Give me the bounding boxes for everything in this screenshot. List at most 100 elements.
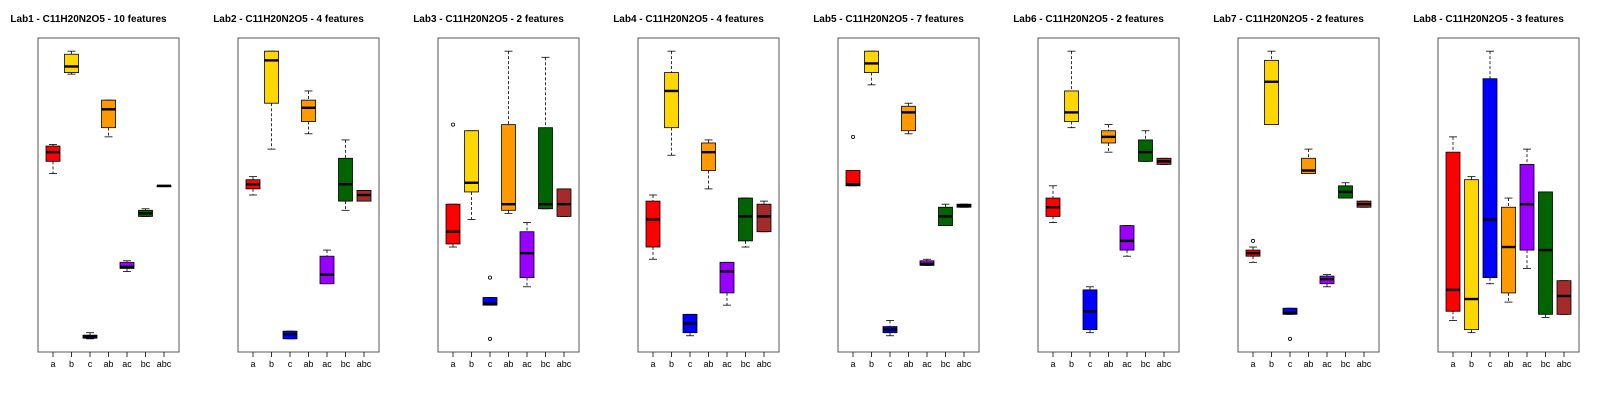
box-b [864, 50, 879, 86]
x-axis: a b c ab ac bc abc [1450, 352, 1572, 369]
box-ac [519, 222, 535, 288]
box-iqr [1464, 179, 1479, 331]
panel-title: Lab6 - C11H20N2O5 - 2 features [1013, 14, 1164, 25]
box-b [1264, 50, 1279, 126]
x-tick-label: b [1469, 359, 1474, 369]
box-ac [1119, 225, 1135, 257]
box-ac [319, 249, 335, 285]
panel-title: Lab3 - C11H20N2O5 - 2 features [413, 14, 564, 25]
x-axis: a b c ab ac bc abc [50, 352, 172, 369]
box-a [1245, 238, 1261, 263]
box-iqr [664, 72, 679, 129]
x-tick-label: ab [303, 359, 313, 369]
box-ac [919, 258, 935, 266]
x-tick-label: b [269, 359, 274, 369]
box-bc [338, 139, 353, 211]
x-axis: a b c ab ac bc abc [1250, 352, 1372, 369]
box-a [45, 144, 61, 174]
box-bc [938, 203, 953, 227]
box-iqr [645, 200, 661, 248]
x-tick-label: a [250, 359, 255, 369]
x-tick-label: ab [1503, 359, 1513, 369]
x-tick-label: c [888, 359, 893, 369]
box-ab [901, 102, 916, 135]
box-ab [101, 99, 116, 138]
x-tick-label: a [1050, 359, 1055, 369]
box-c [1482, 50, 1498, 285]
box-iqr [864, 50, 879, 74]
box-ab [1101, 124, 1116, 153]
x-tick-label: c [1288, 359, 1293, 369]
box-ac [719, 261, 735, 306]
outlier-point [487, 275, 492, 280]
x-tick-label: ac [922, 359, 932, 369]
box-abc [556, 188, 572, 217]
box-iqr [701, 142, 716, 171]
box-iqr [119, 261, 135, 269]
box-abc [1156, 157, 1172, 165]
outlier-point [487, 336, 492, 341]
x-tick-label: abc [157, 359, 172, 369]
x-axis: a b c ab ac bc abc [1050, 352, 1172, 369]
box-abc [956, 203, 972, 208]
box-b [1464, 176, 1479, 334]
x-tick-label: bc [941, 359, 951, 369]
x-axis: a b c ab ac bc abc [650, 352, 772, 369]
box-iqr [556, 188, 572, 217]
x-tick-label: abc [1557, 359, 1572, 369]
box-iqr [738, 197, 753, 242]
box-iqr [319, 255, 335, 285]
box-iqr [1264, 59, 1279, 126]
box-iqr [264, 50, 279, 104]
box-iqr [519, 231, 535, 279]
panel-title: Lab2 - C11H20N2O5 - 4 features [213, 14, 364, 25]
x-tick-label: abc [757, 359, 772, 369]
panel-title: Lab8 - C11H20N2O5 - 3 features [1413, 14, 1564, 25]
x-tick-label: abc [957, 359, 972, 369]
x-tick-label: b [1069, 359, 1074, 369]
x-tick-label: a [450, 359, 455, 369]
plot-frame [37, 37, 180, 353]
box-iqr [1519, 163, 1535, 251]
x-tick-label: ac [1122, 359, 1132, 369]
box-bc [1538, 191, 1553, 318]
box-iqr [1082, 289, 1098, 331]
box-ab [301, 90, 316, 135]
x-tick-label: a [1250, 359, 1255, 369]
box-iqr [501, 124, 516, 211]
x-tick-label: abc [357, 359, 372, 369]
x-tick-label: bc [1341, 359, 1351, 369]
plot-frame [837, 37, 980, 353]
box-iqr [301, 99, 316, 122]
x-tick-label: b [869, 359, 874, 369]
box-b [464, 130, 479, 220]
x-tick-label: abc [1357, 359, 1372, 369]
box-bc [538, 56, 553, 210]
box-iqr [445, 203, 461, 245]
x-tick-label: ab [1303, 359, 1313, 369]
panel-title: Lab7 - C11H20N2O5 - 2 features [1213, 14, 1364, 25]
x-tick-label: bc [741, 359, 751, 369]
x-tick-label: a [50, 359, 55, 369]
box-iqr [64, 53, 79, 74]
box-iqr [1501, 206, 1516, 294]
box-b [1064, 50, 1079, 129]
x-tick-label: ab [503, 359, 513, 369]
x-tick-label: b [69, 359, 74, 369]
panel-title: Lab5 - C11H20N2O5 - 7 features [813, 14, 964, 25]
box-iqr [464, 130, 479, 193]
box-iqr [538, 127, 553, 210]
box-iqr [101, 99, 116, 129]
box-a [1045, 185, 1061, 223]
box-ac [119, 260, 135, 272]
box-iqr [1138, 139, 1153, 162]
x-tick-label: bc [1541, 359, 1551, 369]
x-tick-label: c [488, 359, 493, 369]
box-abc [1356, 200, 1372, 208]
